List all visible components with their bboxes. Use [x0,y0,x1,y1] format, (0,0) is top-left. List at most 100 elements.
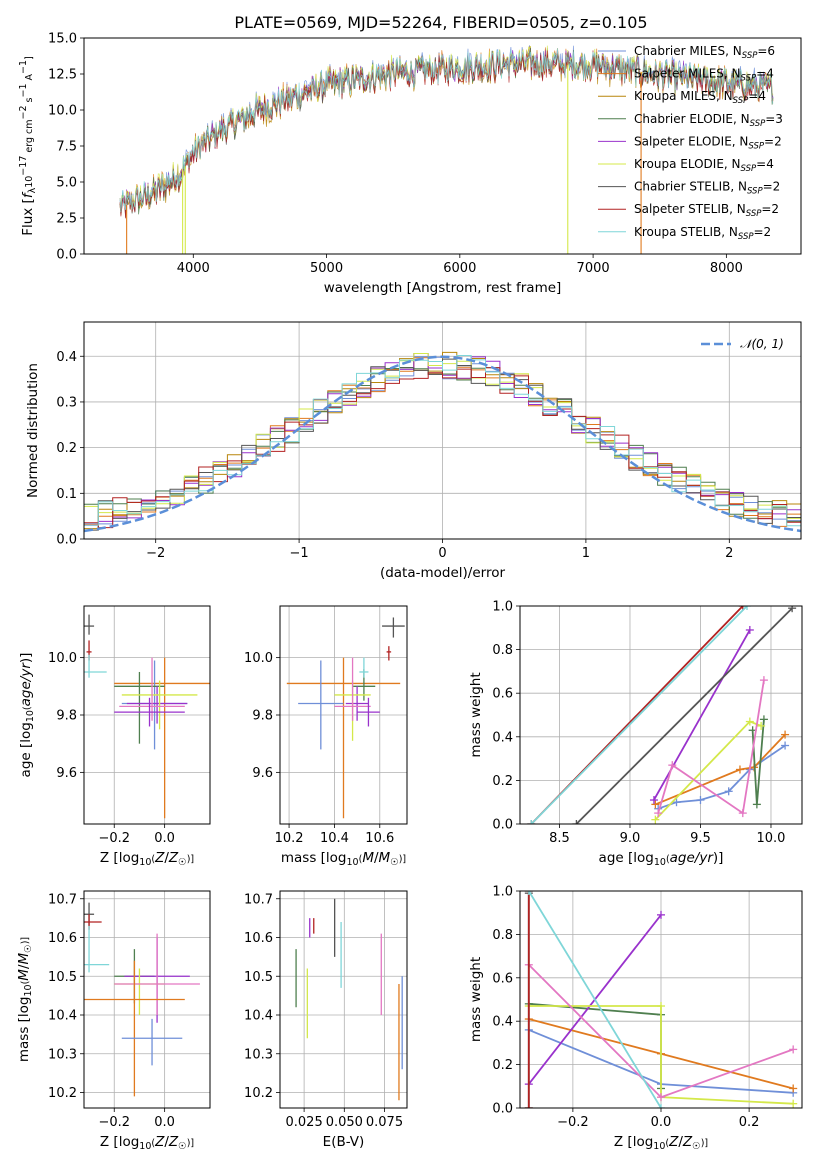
y-axis-label: Normed distribution [25,363,41,498]
legend-nssp: =2 [763,180,781,194]
panel-age-vs-z: −0.2 0.0 9.6 9.8 10.0 Z [log10(Z/Z☉)] age [log… [18,605,211,868]
x-tick-label: 8.5 [549,831,570,846]
panel-mass-vs-ebv: 0.025 0.050 0.075 10.2 10.3 10.4 10.5 10.6 10.7 E… [244,890,408,1150]
legend-label: 𝒩(0, 1) [740,337,784,351]
plot-area [295,898,403,1101]
x-tick-label: 4000 [177,261,210,276]
legend-label: Kroupa ELODIE, NSSP=4 [634,157,774,174]
y-tick-label: 0.4 [492,1015,513,1030]
x-axis-label: wavelength [Angstrom, rest frame] [324,280,562,296]
weight-marker [759,676,768,685]
weight-line [657,679,765,815]
x-tick-label: 1 [582,546,590,561]
x-tick-label: 0.075 [366,1115,403,1130]
legend-item: Chabrier STELIB, NSSP=2 [598,180,780,197]
y-axis-label: age [log10(age/yr)] [18,653,36,778]
spectrum-line [119,50,774,219]
data-point [121,1018,183,1066]
plot-area [119,45,774,254]
legend-label: Chabrier ELODIE, NSSP=3 [634,112,783,129]
y-tick-label: 0.2 [492,1058,513,1073]
data-point [84,614,95,635]
y-tick-label: 0.8 [492,643,513,658]
weight-marker [649,796,658,805]
x-axis-label: Z [log10(Z/Z☉)] [100,850,194,868]
weight-marker [752,800,761,809]
legend-label: Salpeter MILES, NSSP=4 [634,67,774,84]
x-tick-label: −2 [146,546,165,561]
y-tick-label: 10.0 [244,651,273,666]
data-point [114,671,165,744]
weight-marker [788,606,797,613]
y-tick-label: 9.6 [252,766,273,781]
y-tick-label: 9.8 [56,709,77,724]
x-tick-label: 10.6 [365,831,394,846]
legend-nssp: =4 [756,157,774,171]
axes-frame [279,890,408,1109]
legend-nssp: =2 [754,225,772,239]
y-tick-label: 12.5 [48,68,77,83]
data-point [382,617,405,638]
data-point [359,657,369,678]
weight-marker [745,625,754,634]
weight-marker [657,910,665,919]
data-point [334,657,371,721]
y-tick-label: 9.8 [252,709,273,724]
y-axis-label: mass [log10(M/M☉)] [16,937,34,1062]
legend-model: Chabrier ELODIE, N [634,112,750,126]
x-tick-label: 0.0 [651,1115,672,1130]
axes-frame [519,605,803,825]
weight-marker [527,820,536,824]
y-tick-label: 10.2 [48,1086,77,1101]
x-tick-label: 10.4 [320,831,349,846]
legend-item: Chabrier MILES, NSSP=6 [598,44,775,61]
x-tick-label: 8000 [710,261,743,276]
legend-item: Salpeter MILES, NSSP=4 [598,67,774,84]
x-tick-label: 6000 [443,261,476,276]
x-axis-label: E(B-V) [323,1134,365,1150]
data-point [114,933,200,1015]
y-axis-label: Flux [fλ10−17 erg cm−2 s−1 A−1] [18,56,38,236]
y-tick-label: 10.0 [48,104,77,119]
y-tick-label: 0.8 [492,928,513,943]
weight-line [655,733,786,806]
y-tick-label: 15.0 [48,32,77,47]
y-tick-label: 1.0 [492,600,513,615]
plot-area [84,351,801,533]
y-tick-label: 0.2 [56,441,77,456]
y-tick-label: 10.4 [48,1009,77,1024]
x-tick-label: 0.0 [154,1115,175,1130]
y-tick-label: 10.5 [48,970,77,985]
legend-item: Kroupa ELODIE, NSSP=4 [598,157,774,174]
y-tick-label: 0.0 [492,818,513,833]
weight-marker [745,717,754,726]
weight-marker [524,891,533,895]
legend-nssp: =4 [748,89,766,103]
chart-title: PLATE=0569, MJD=52264, FIBERID=0505, z=0… [234,13,647,32]
weight-marker [738,606,747,610]
x-axis-label: mass [log10(M/M☉)] [281,850,406,868]
weight-marker [781,730,790,739]
y-tick-label: 0.1 [56,487,77,502]
weight-marker [757,721,766,730]
y-tick-label: 0.6 [492,687,513,702]
weight-marker [668,761,677,770]
data-point [84,925,110,973]
data-point [286,657,401,819]
plot-area [527,606,797,824]
y-tick-label: 0.3 [56,395,77,410]
y-tick-label: 10.5 [244,970,273,985]
legend-model: Chabrier MILES, N [634,44,742,58]
x-axis-label: age [log10(age/yr)] [599,850,724,868]
data-point [386,646,392,661]
y-tick-label: 10.6 [244,931,273,946]
legend-nssp: =6 [757,44,775,58]
weight-marker [735,765,744,774]
panel-weight-vs-z: −0.2 0.0 0.2 0.0 0.2 0.4 0.6 0.8 1.0 Z [log10(Z/Z… [468,885,803,1152]
x-tick-label: 7000 [577,261,610,276]
data-point [357,697,380,727]
weight-marker [789,1084,798,1093]
x-tick-label: 2 [725,546,733,561]
plot-area [84,614,210,819]
legend-item: Salpeter STELIB, NSSP=2 [598,202,779,219]
